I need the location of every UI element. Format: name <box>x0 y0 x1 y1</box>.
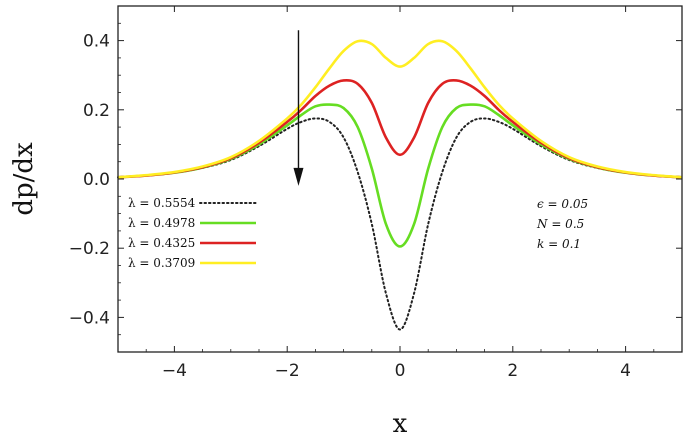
x-axis-label: x <box>393 409 408 439</box>
y-axis-label: dp/dx <box>9 142 39 216</box>
legend: λ = 0.5554 λ = 0.4978 λ = 0.4325 λ = 0.3709 <box>128 196 257 270</box>
parameter-label: N = 0.5 <box>536 217 584 231</box>
annotation-arrow <box>293 30 304 186</box>
parameter-label: k = 0.1 <box>537 237 581 251</box>
legend-label: λ = 0.5554 <box>128 196 196 210</box>
series-layer <box>117 39 683 331</box>
y-tick-label: 0.0 <box>83 170 110 190</box>
series-line-4 <box>117 39 683 179</box>
series-line-1 <box>117 117 683 331</box>
x-tick-label: −2 <box>275 361 300 381</box>
legend-label: λ = 0.4978 <box>128 216 195 230</box>
legend-label: λ = 0.3709 <box>128 256 195 270</box>
y-tick-label: −0.4 <box>69 308 110 328</box>
x-tick-label: 4 <box>620 361 631 381</box>
x-tick-label: 2 <box>507 361 518 381</box>
x-tick-label: 0 <box>395 361 406 381</box>
x-tick-label: −4 <box>162 361 187 381</box>
parameter-box: ϵ = 0.05 N = 0.5 k = 0.1 <box>536 197 588 251</box>
y-tick-label: 0.4 <box>83 32 110 52</box>
y-tick-label: 0.2 <box>83 101 110 121</box>
ticks-layer: −4 −2 0 2 4 −0.4 −0.2 0.0 0.2 0.4 <box>69 5 683 381</box>
legend-label: λ = 0.4325 <box>128 236 195 250</box>
parameter-label: ϵ = 0.05 <box>537 197 588 211</box>
arrow-head <box>293 167 304 186</box>
y-tick-label: −0.2 <box>69 239 110 259</box>
